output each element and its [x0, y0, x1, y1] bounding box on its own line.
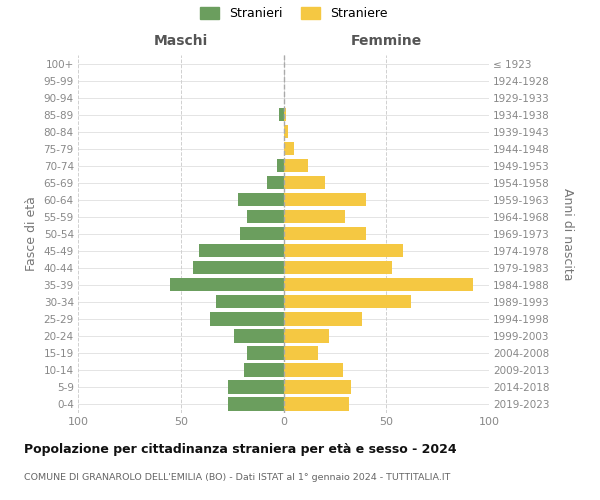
Bar: [228, 380, 284, 394]
Y-axis label: Anni di nascita: Anni di nascita: [561, 188, 574, 280]
Bar: [284, 364, 343, 376]
Bar: [244, 364, 284, 376]
Bar: [284, 278, 473, 291]
Y-axis label: Fasce di età: Fasce di età: [25, 196, 38, 271]
Text: Maschi: Maschi: [154, 34, 208, 48]
Bar: [284, 261, 392, 274]
Bar: [241, 227, 284, 240]
Bar: [284, 210, 345, 224]
Bar: [193, 261, 284, 274]
Bar: [277, 159, 284, 172]
Bar: [284, 125, 287, 138]
Text: Femmine: Femmine: [350, 34, 422, 48]
Bar: [215, 295, 284, 308]
Bar: [247, 346, 284, 360]
Bar: [199, 244, 284, 258]
Bar: [209, 312, 284, 326]
Bar: [284, 346, 319, 360]
Bar: [234, 330, 284, 342]
Bar: [247, 210, 284, 224]
Bar: [228, 398, 284, 410]
Bar: [284, 142, 294, 156]
Bar: [284, 193, 366, 206]
Text: COMUNE DI GRANAROLO DELL'EMILIA (BO) - Dati ISTAT al 1° gennaio 2024 - TUTTITALI: COMUNE DI GRANAROLO DELL'EMILIA (BO) - D…: [24, 472, 451, 482]
Bar: [284, 176, 325, 190]
Bar: [284, 330, 329, 342]
Bar: [284, 227, 366, 240]
Bar: [284, 108, 286, 121]
Bar: [284, 159, 308, 172]
Bar: [284, 380, 352, 394]
Bar: [284, 295, 411, 308]
Bar: [238, 193, 284, 206]
Bar: [284, 398, 349, 410]
Bar: [170, 278, 284, 291]
Bar: [280, 108, 284, 121]
Legend: Stranieri, Straniere: Stranieri, Straniere: [200, 7, 388, 20]
Bar: [267, 176, 284, 190]
Text: Popolazione per cittadinanza straniera per età e sesso - 2024: Popolazione per cittadinanza straniera p…: [24, 442, 457, 456]
Bar: [284, 244, 403, 258]
Bar: [284, 312, 362, 326]
